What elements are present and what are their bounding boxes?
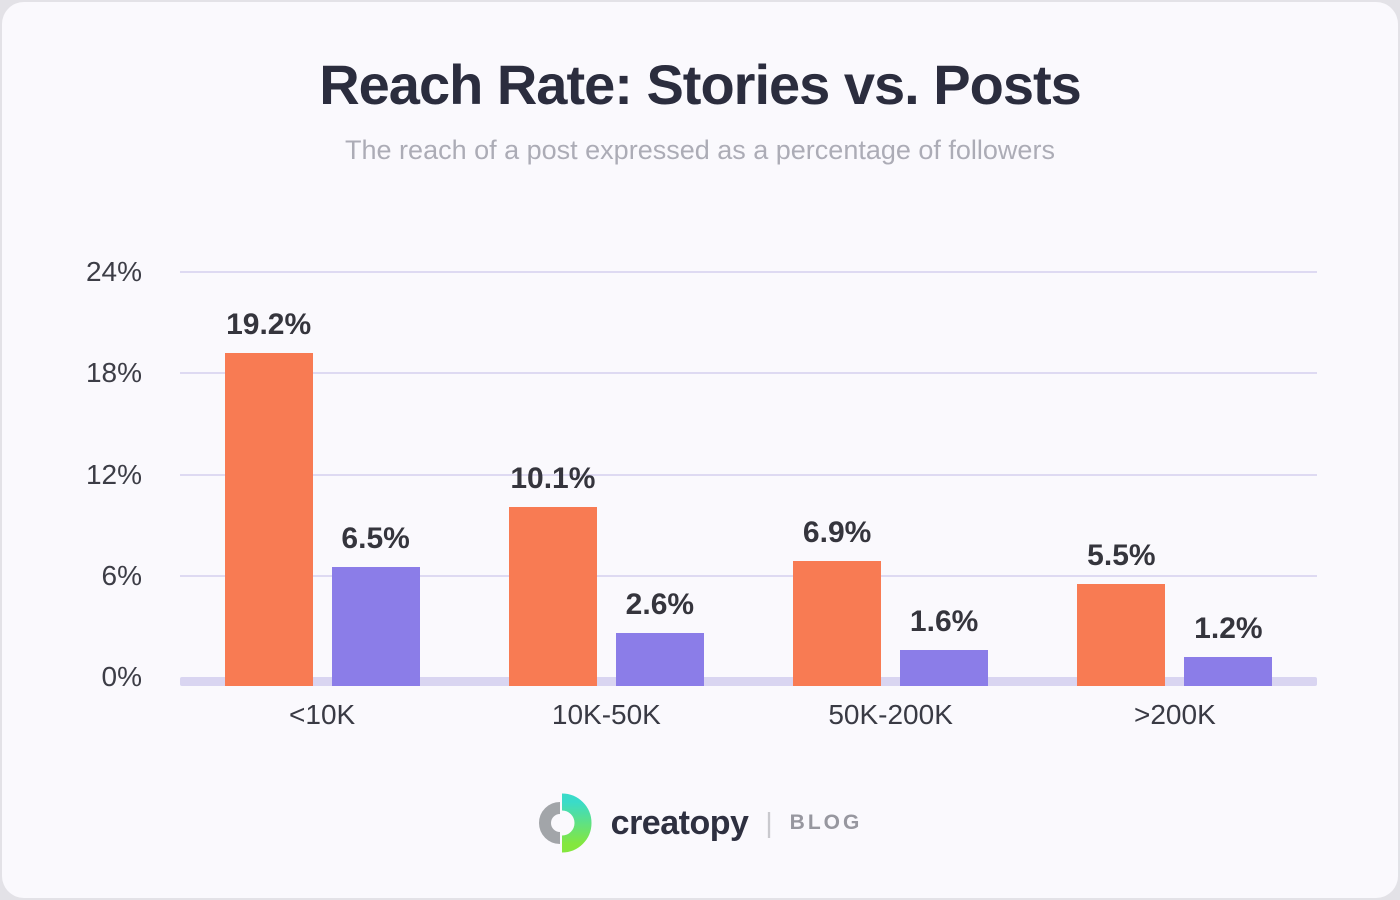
bar-cell-orange: 6.9% — [793, 515, 882, 686]
bar-purple-10K-50K — [615, 633, 704, 686]
bar-value-label: 1.2% — [1194, 611, 1263, 645]
y-tick-6%: 6% — [101, 559, 142, 591]
creatopy-logo-icon — [538, 793, 592, 853]
brand-name: creatopy — [610, 803, 749, 842]
brand-divider: | — [765, 807, 773, 838]
bar-orange->200K — [1077, 584, 1166, 686]
blog-label: BLOG — [789, 811, 863, 834]
bar-cell-purple: 1.2% — [1184, 611, 1273, 686]
category-label->200K: >200K — [1134, 699, 1216, 730]
y-tick-0%: 0% — [101, 661, 142, 692]
bar-cell-purple: 6.5% — [331, 522, 420, 686]
bar-orange-<10K — [224, 353, 313, 686]
footer-logo: creatopy | BLOG — [2, 790, 1398, 856]
bar-group->200K: 5.5% 1.2% — [1033, 539, 1317, 686]
bar-group-50K-200K: 6.9% 1.6% — [749, 516, 1033, 686]
y-tick-18%: 18% — [85, 357, 142, 389]
bar-value-label: 6.5% — [341, 522, 410, 556]
bar-cell-orange: 5.5% — [1077, 539, 1166, 686]
bar-groups: 19.2% 6.5% 10.1% 2.6% 6.9% 1.6% 5.5% 1.2% — [180, 272, 1317, 686]
category-label-10K-50K: 10K-50K — [551, 699, 661, 730]
chart-title: Reach Rate: Stories vs. Posts — [319, 53, 1082, 116]
x-axis-baseline — [180, 677, 1317, 686]
bar-cell-purple: 2.6% — [615, 588, 704, 686]
bar-value-label: 6.9% — [802, 515, 872, 549]
bar-value-label: 19.2% — [226, 308, 312, 341]
bar-cell-purple: 1.6% — [900, 605, 989, 686]
bar-orange-10K-50K — [508, 506, 597, 686]
bar-value-label: 2.6% — [625, 588, 695, 622]
gridline-6% — [180, 574, 1317, 577]
bar-purple->200K — [1184, 656, 1273, 686]
category-label-50K-200K: 50K-200K — [828, 699, 953, 730]
bar-purple-<10K — [331, 567, 420, 686]
category-label-<10K: <10K — [289, 699, 356, 730]
plot-area: 19.2% 6.5% 10.1% 2.6% 6.9% 1.6% 5.5% 1.2% — [180, 271, 1317, 686]
chart-subtitle: The reach of a post expressed as a perce… — [345, 135, 1055, 165]
bar-purple-50K-200K — [900, 650, 989, 686]
category-labels: <10K 10K-50K 50K-200K >200K — [180, 699, 1317, 731]
bar-cell-orange: 10.1% — [508, 461, 597, 686]
bar-value-label: 5.5% — [1087, 539, 1156, 573]
gridline-12% — [180, 473, 1317, 476]
gridline-18% — [180, 372, 1317, 375]
bar-group-10K-50K: 10.1% 2.6% — [464, 462, 748, 686]
y-axis-ticks: 24% 18% 12% 6% 0% — [2, 256, 150, 692]
bar-value-label: 1.6% — [909, 605, 979, 638]
y-tick-24%: 24% — [85, 256, 142, 287]
gridline-24% — [180, 271, 1317, 273]
y-tick-12%: 12% — [85, 458, 142, 490]
bar-value-label: 10.1% — [510, 461, 596, 495]
bar-group-<10K: 19.2% 6.5% — [180, 308, 464, 686]
bar-cell-orange: 19.2% — [224, 308, 313, 686]
bar-orange-50K-200K — [793, 560, 882, 686]
